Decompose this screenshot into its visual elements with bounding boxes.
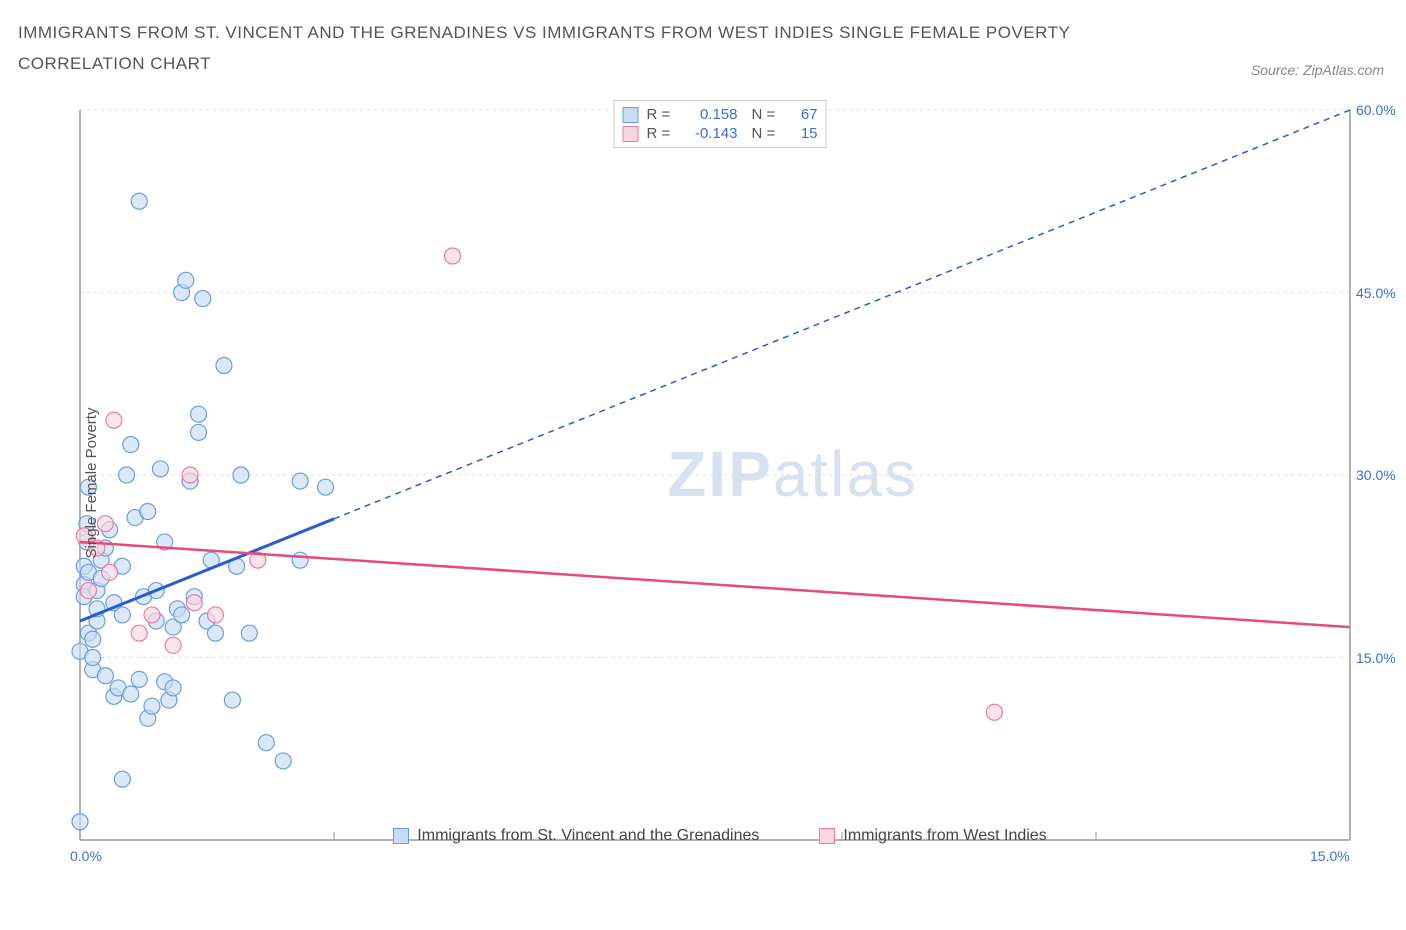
y-tick-label: 60.0%	[1356, 102, 1396, 118]
series-legend: Immigrants from St. Vincent and the Gren…	[60, 827, 1380, 845]
legend-n-value: 15	[788, 125, 818, 142]
x-tick-label: 0.0%	[70, 848, 102, 864]
series-legend-item: Immigrants from St. Vincent and the Gren…	[393, 827, 759, 845]
legend-n-value: 67	[788, 106, 818, 123]
legend-r-label: R =	[647, 106, 675, 123]
chart-title: IMMIGRANTS FROM ST. VINCENT AND THE GREN…	[18, 18, 1118, 79]
scatter-chart-svg	[60, 100, 1380, 865]
x-tick-label: 15.0%	[1310, 848, 1350, 864]
correlation-legend-row: R = -0.143 N = 15	[623, 124, 818, 143]
legend-n-label: N =	[752, 106, 780, 123]
legend-swatch	[623, 107, 639, 123]
legend-n-label: N =	[752, 125, 780, 142]
chart-area: Single Female Poverty ZIPatlas R =0.158N…	[60, 100, 1380, 865]
legend-swatch	[623, 126, 639, 142]
y-tick-label: 45.0%	[1356, 285, 1396, 301]
y-axis-label: Single Female Poverty	[83, 407, 100, 558]
legend-swatch	[393, 828, 409, 844]
y-tick-label: 30.0%	[1356, 467, 1396, 483]
legend-r-value: -0.143	[683, 125, 738, 142]
legend-r-value: 0.158	[683, 106, 738, 123]
series-legend-item: Immigrants from West Indies	[819, 827, 1046, 845]
series-legend-label: Immigrants from West Indies	[843, 827, 1046, 845]
legend-swatch	[819, 828, 835, 844]
y-tick-label: 15.0%	[1356, 650, 1396, 666]
correlation-legend-row: R = 0.158 N = 67	[623, 105, 818, 124]
correlation-legend: R = 0.158 N = 67 R = -0.143 N = 15	[614, 100, 827, 148]
series-legend-label: Immigrants from St. Vincent and the Gren…	[417, 827, 759, 845]
source-credit: Source: ZipAtlas.com	[1251, 62, 1384, 78]
legend-r-label: R =	[647, 125, 675, 142]
